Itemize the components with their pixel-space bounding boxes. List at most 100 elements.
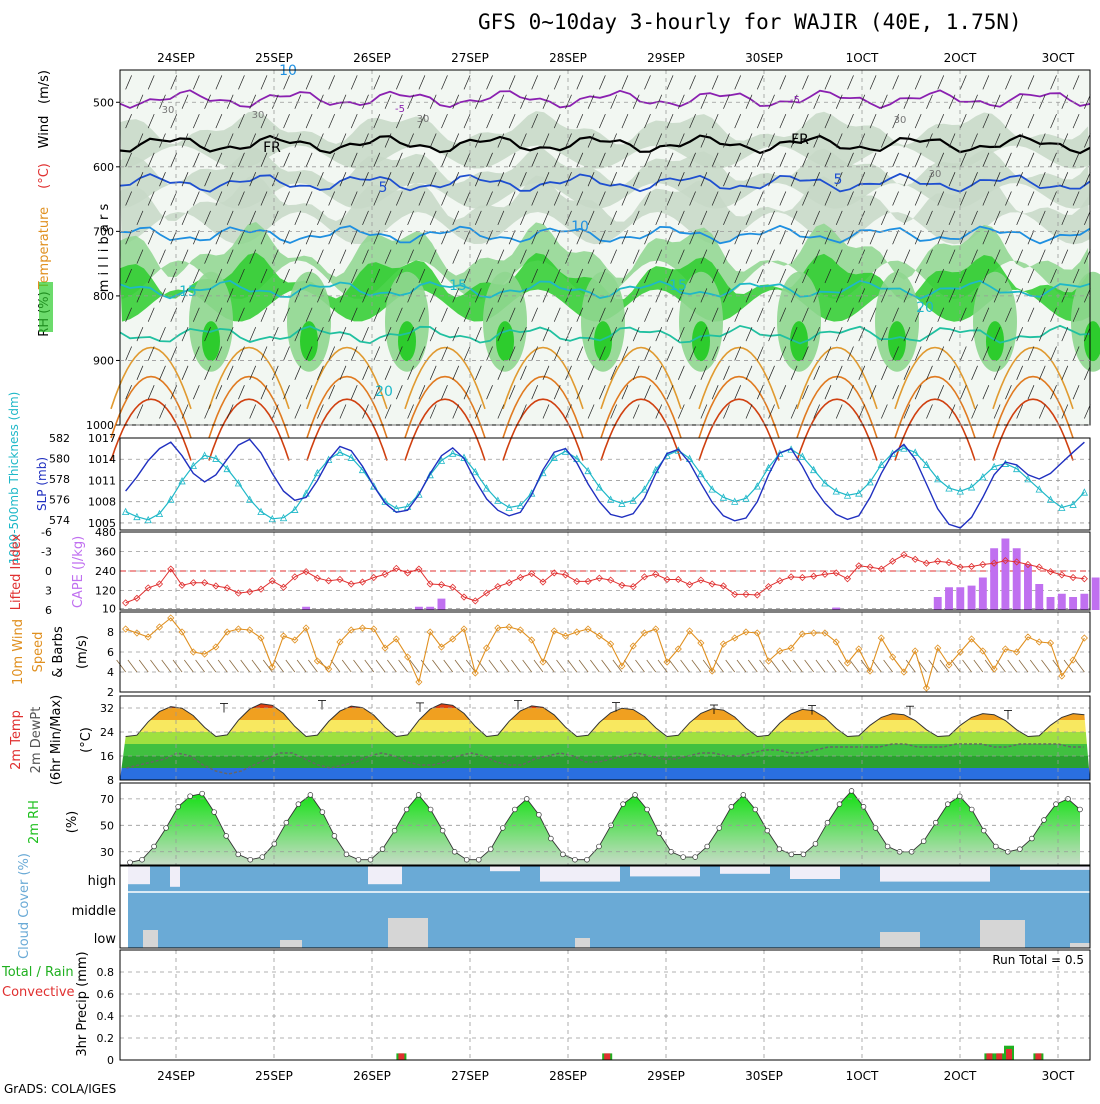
wind-barb (881, 288, 888, 303)
wind-speed-point (325, 665, 333, 673)
wind-barb (226, 288, 234, 303)
wind-barb (914, 113, 922, 129)
wind-barb (192, 230, 200, 245)
wind-barb-10m (950, 659, 961, 673)
wind-tick-label: 2 (107, 686, 114, 699)
wind-barb (317, 365, 324, 380)
wind-barb (644, 113, 651, 129)
y-tick-label: 800 (93, 290, 114, 303)
wind-barb (181, 326, 189, 342)
boundary-layer-isotherm (502, 375, 584, 439)
wind-barb-10m (725, 659, 736, 673)
wind-barb-10m (443, 659, 454, 673)
thickness-point (934, 474, 942, 483)
wind-barb (689, 113, 696, 129)
cape-bar (956, 587, 965, 610)
wind-barb (249, 94, 257, 109)
wind-barb (587, 133, 595, 148)
wind-barb (869, 191, 877, 206)
wind-barb (508, 191, 516, 206)
wind-speed-point (528, 636, 536, 644)
wind-barb (655, 326, 663, 342)
thickness-point (595, 483, 604, 491)
cape-bar (1091, 577, 1100, 610)
wind-barb (350, 268, 358, 284)
thickness-point (133, 512, 141, 521)
wind-barb-10m (375, 659, 386, 673)
wind-barb-10m (1007, 659, 1018, 673)
rh-point (512, 806, 518, 813)
wind-barb (429, 249, 437, 264)
lifted-index-point (494, 583, 502, 591)
wind-barb-10m (432, 659, 442, 673)
wind-barb (260, 307, 268, 322)
wind-barb (858, 94, 866, 109)
wind-speed-point (167, 614, 175, 622)
wind-barb (553, 385, 561, 400)
thickness-point (629, 496, 637, 504)
wind-barb (159, 404, 166, 419)
wind-barb (756, 346, 764, 361)
bottom-date-label: 30SEP (745, 1069, 783, 1083)
wind-barb (396, 385, 403, 400)
wind-barb (756, 152, 764, 167)
wind-barb (824, 191, 832, 206)
thickness-point (956, 487, 964, 495)
panel-frame (119, 611, 1091, 693)
wind-barb (599, 385, 606, 400)
rh-point (439, 827, 446, 834)
wind-barb (869, 152, 877, 167)
wind-speed-point (381, 644, 389, 652)
wind-barb (373, 152, 381, 167)
wind-barb (384, 249, 392, 264)
wind-barb (677, 288, 685, 303)
wind-barb (429, 288, 437, 303)
cape-bar (832, 607, 841, 610)
lifted-index-point (234, 589, 242, 597)
cloud-low-block (388, 918, 428, 948)
wind-barb (452, 404, 460, 419)
rh-point (764, 827, 771, 834)
isotherm--5 (119, 89, 1091, 109)
rh-point (223, 833, 229, 839)
boundary-layer-isotherm (306, 375, 388, 439)
wind-speed-point (889, 653, 897, 661)
rh-point (728, 804, 735, 810)
rh-band-mid-low (120, 175, 1090, 245)
side-label: Wind (37, 116, 52, 149)
wind-barb (328, 152, 335, 167)
wind-barb (948, 288, 956, 303)
precip-tick-label: 0.8 (97, 966, 115, 979)
lifted-index-point (539, 578, 547, 586)
boundary-layer-isotherm (796, 375, 878, 439)
wind-barb (903, 249, 911, 264)
wind-barb (1027, 268, 1035, 284)
wind-barb (813, 94, 820, 109)
wind-barb (362, 249, 369, 264)
wind-barb (192, 75, 200, 90)
wind-barb (441, 307, 448, 322)
thickness-point (1024, 474, 1032, 483)
wind-barb (982, 230, 990, 245)
wind-barb-10m (1075, 659, 1085, 673)
boundary-layer-isotherm (894, 398, 976, 461)
wind-barb (587, 172, 595, 187)
wind-barb-10m (308, 659, 318, 673)
wind-barb (666, 230, 674, 245)
wind-barb (384, 404, 392, 419)
wind-barb (542, 404, 550, 419)
wind-barb-10m (127, 659, 138, 673)
wind-barb (384, 288, 392, 303)
cloud-high-gap (128, 866, 150, 885)
wind-barb (903, 94, 911, 109)
wind-barb (655, 288, 663, 303)
wind-barb (937, 191, 945, 206)
thickness-point (144, 515, 152, 524)
lifted-index-point (810, 572, 818, 580)
wind-barb (971, 365, 978, 380)
wind-barb (723, 249, 730, 264)
rh-point (1017, 846, 1023, 852)
wind-barb (215, 152, 223, 167)
wind-barb (779, 191, 787, 206)
wind-barb (1016, 133, 1024, 148)
